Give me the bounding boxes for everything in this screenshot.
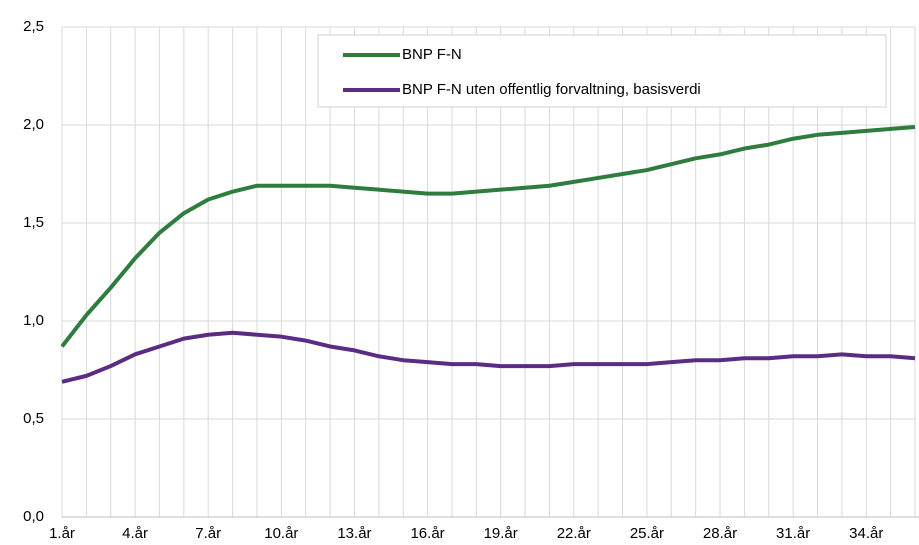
y-tick-label: 1,0 bbox=[23, 312, 44, 329]
x-tick-label: 10.år bbox=[264, 525, 298, 542]
x-tick-label: 13.år bbox=[337, 525, 371, 542]
legend-label: BNP F-N bbox=[402, 46, 462, 63]
x-tick-label: 19.år bbox=[484, 525, 518, 542]
x-tick-label: 7.år bbox=[195, 525, 221, 542]
x-tick-label: 34.år bbox=[849, 525, 883, 542]
line-series bbox=[60, 124, 916, 348]
x-tick-label: 25.år bbox=[630, 525, 664, 542]
line-series bbox=[61, 330, 916, 384]
legend-box bbox=[317, 34, 887, 108]
x-tick-label: 22.år bbox=[557, 525, 591, 542]
y-tick-label: 2,5 bbox=[23, 18, 44, 35]
y-tick-label: 2,0 bbox=[23, 116, 44, 133]
y-tick-label: 0,0 bbox=[23, 508, 44, 525]
x-tick-label: 31.år bbox=[776, 525, 810, 542]
y-tick-label: 0,5 bbox=[23, 410, 44, 427]
legend-label: BNP F-N uten offentlig forvaltning, basi… bbox=[402, 81, 701, 98]
x-tick-label: 4.år bbox=[122, 525, 148, 542]
x-tick-label: 16.år bbox=[410, 525, 444, 542]
x-tick-label: 1.år bbox=[49, 525, 75, 542]
y-tick-label: 1,5 bbox=[23, 214, 44, 231]
x-tick-label: 28.år bbox=[703, 525, 737, 542]
